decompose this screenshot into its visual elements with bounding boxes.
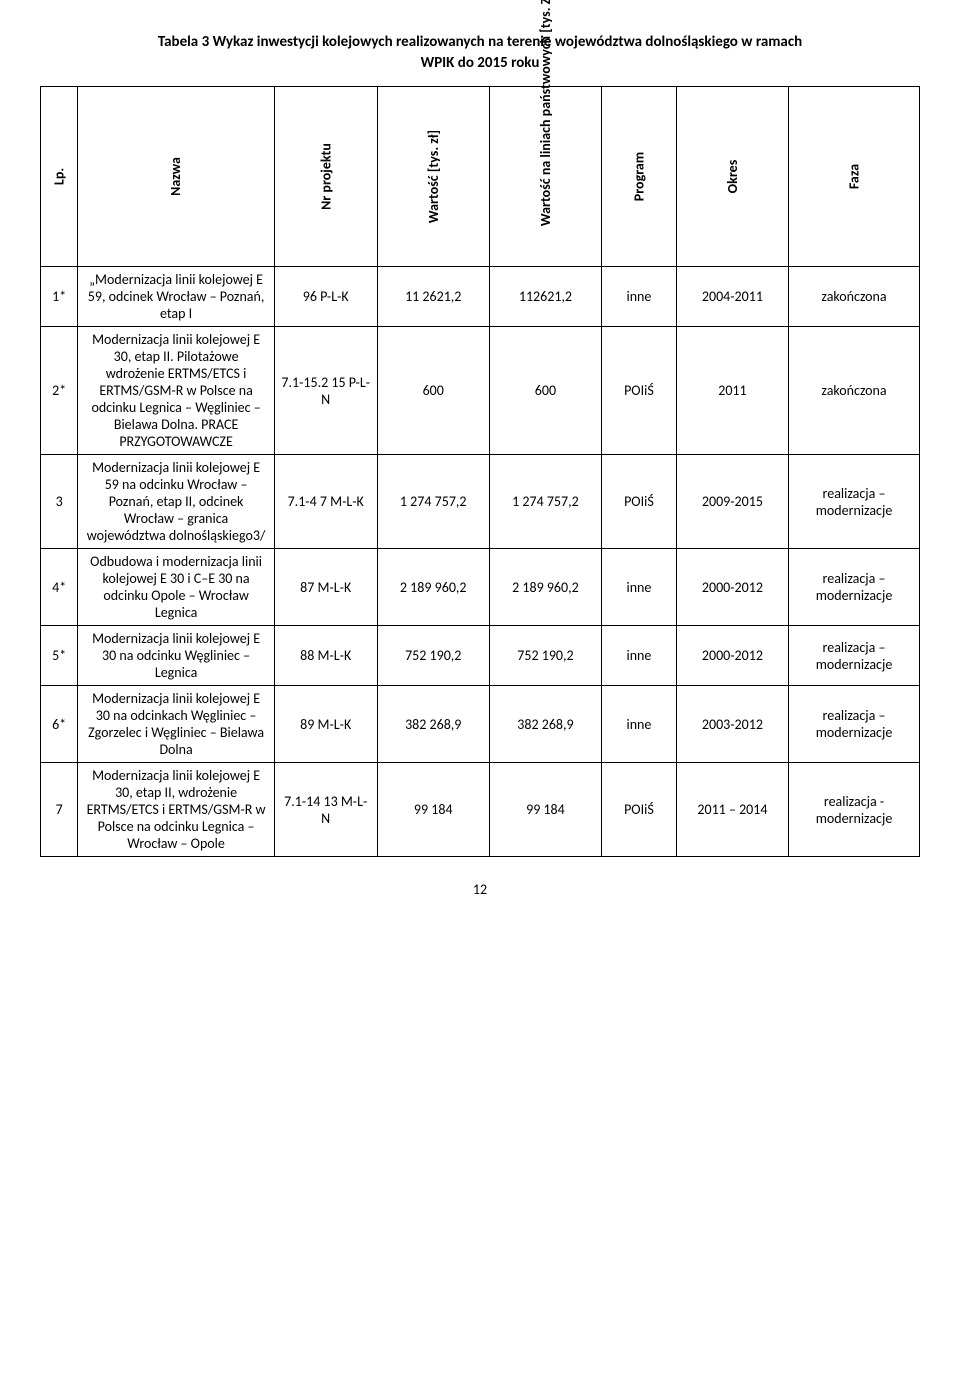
cell-faza: realizacja – modernizacje xyxy=(789,686,920,763)
col-nazwa: Nazwa xyxy=(78,87,274,267)
cell-val2: 112621,2 xyxy=(489,267,601,327)
table-row: 1*„Modernizacja linii kolejowej E 59, od… xyxy=(41,267,920,327)
cell-prog: inne xyxy=(602,267,677,327)
table-caption: Tabela 3 Wykaz inwestycji kolejowych rea… xyxy=(40,32,920,74)
cell-lp: 3 xyxy=(41,455,78,549)
cell-lp: 6* xyxy=(41,686,78,763)
investments-table: Lp. Nazwa Nr projektu Wartość [tys. zł] … xyxy=(40,86,920,857)
cell-val2: 382 268,9 xyxy=(489,686,601,763)
cell-prog: inne xyxy=(602,686,677,763)
cell-okres: 2000-2012 xyxy=(676,549,788,626)
cell-nr: 7.1-4 7 M-L-K xyxy=(274,455,377,549)
col-okres: Okres xyxy=(676,87,788,267)
cell-nazwa: Modernizacja linii kolejowej E 59 na odc… xyxy=(78,455,274,549)
cell-val: 600 xyxy=(377,327,489,455)
cell-nr: 7.1-14 13 M-L-N xyxy=(274,763,377,857)
cell-lp: 2* xyxy=(41,327,78,455)
cell-val2: 99 184 xyxy=(489,763,601,857)
cell-faza: realizacja – modernizacje xyxy=(789,455,920,549)
cell-faza: zakończona xyxy=(789,267,920,327)
cell-val: 2 189 960,2 xyxy=(377,549,489,626)
cell-nazwa: Modernizacja linii kolejowej E 30, etap … xyxy=(78,327,274,455)
cell-val: 1 274 757,2 xyxy=(377,455,489,549)
cell-prog: POIiŚ xyxy=(602,327,677,455)
cell-val2: 1 274 757,2 xyxy=(489,455,601,549)
cell-nr: 87 M-L-K xyxy=(274,549,377,626)
cell-val2: 2 189 960,2 xyxy=(489,549,601,626)
cell-prog: POIiŚ xyxy=(602,763,677,857)
page-number: 12 xyxy=(40,881,920,898)
cell-okres: 2011 – 2014 xyxy=(676,763,788,857)
cell-okres: 2000-2012 xyxy=(676,626,788,686)
col-lp: Lp. xyxy=(41,87,78,267)
cell-nr: 96 P-L-K xyxy=(274,267,377,327)
cell-okres: 2003-2012 xyxy=(676,686,788,763)
cell-nr: 88 M-L-K xyxy=(274,626,377,686)
title-line-1: Tabela 3 Wykaz inwestycji kolejowych rea… xyxy=(158,33,802,51)
table-row: 7Modernizacja linii kolejowej E 30, etap… xyxy=(41,763,920,857)
col-faza: Faza xyxy=(789,87,920,267)
cell-lp: 7 xyxy=(41,763,78,857)
table-body: 1*„Modernizacja linii kolejowej E 59, od… xyxy=(41,267,920,857)
cell-prog: POIiŚ xyxy=(602,455,677,549)
cell-prog: inne xyxy=(602,549,677,626)
cell-lp: 5* xyxy=(41,626,78,686)
cell-val2: 600 xyxy=(489,327,601,455)
cell-val: 99 184 xyxy=(377,763,489,857)
cell-val: 11 2621,2 xyxy=(377,267,489,327)
cell-okres: 2011 xyxy=(676,327,788,455)
cell-lp: 1* xyxy=(41,267,78,327)
table-row: 4*Odbudowa i modernizacja linii kolejowe… xyxy=(41,549,920,626)
cell-nazwa: Modernizacja linii kolejowej E 30, etap … xyxy=(78,763,274,857)
col-program: Program xyxy=(602,87,677,267)
cell-okres: 2009-2015 xyxy=(676,455,788,549)
table-row: 3Modernizacja linii kolejowej E 59 na od… xyxy=(41,455,920,549)
table-row: 2*Modernizacja linii kolejowej E 30, eta… xyxy=(41,327,920,455)
cell-okres: 2004-2011 xyxy=(676,267,788,327)
cell-nazwa: „Modernizacja linii kolejowej E 59, odci… xyxy=(78,267,274,327)
col-nr-projektu: Nr projektu xyxy=(274,87,377,267)
cell-lp: 4* xyxy=(41,549,78,626)
cell-faza: zakończona xyxy=(789,327,920,455)
cell-prog: inne xyxy=(602,626,677,686)
cell-nazwa: Modernizacja linii kolejowej E 30 na odc… xyxy=(78,626,274,686)
cell-nr: 89 M-L-K xyxy=(274,686,377,763)
cell-val2: 752 190,2 xyxy=(489,626,601,686)
table-header-row: Lp. Nazwa Nr projektu Wartość [tys. zł] … xyxy=(41,87,920,267)
cell-faza: realizacja - modernizacje xyxy=(789,763,920,857)
cell-faza: realizacja – modernizacje xyxy=(789,549,920,626)
cell-nazwa: Modernizacja linii kolejowej E 30 na odc… xyxy=(78,686,274,763)
cell-nr: 7.1-15.2 15 P-L-N xyxy=(274,327,377,455)
cell-val: 382 268,9 xyxy=(377,686,489,763)
cell-val: 752 190,2 xyxy=(377,626,489,686)
table-row: 6*Modernizacja linii kolejowej E 30 na o… xyxy=(41,686,920,763)
title-line-2: WPIK do 2015 roku xyxy=(421,54,540,72)
cell-faza: realizacja – modernizacje xyxy=(789,626,920,686)
col-wartosc: Wartość [tys. zł] xyxy=(377,87,489,267)
col-wartosc-panstw: Wartość na liniach państwowych [tys. Zł] xyxy=(489,87,601,267)
cell-nazwa: Odbudowa i modernizacja linii kolejowej … xyxy=(78,549,274,626)
table-row: 5*Modernizacja linii kolejowej E 30 na o… xyxy=(41,626,920,686)
